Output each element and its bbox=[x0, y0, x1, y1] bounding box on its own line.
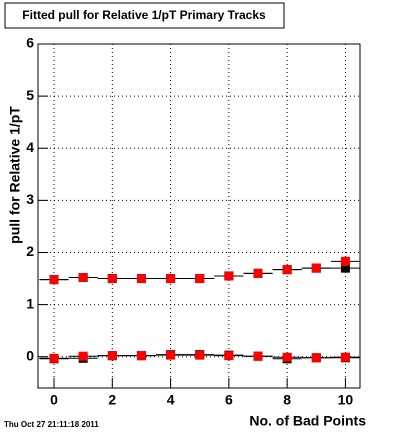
x-tick-label: 10 bbox=[338, 392, 354, 408]
marker bbox=[224, 351, 234, 361]
marker bbox=[49, 275, 59, 285]
marker bbox=[78, 273, 88, 283]
marker bbox=[253, 268, 263, 278]
marker bbox=[311, 263, 321, 273]
marker bbox=[311, 353, 321, 363]
marker bbox=[340, 256, 350, 266]
marker bbox=[136, 351, 146, 361]
marker bbox=[340, 263, 350, 273]
marker bbox=[282, 352, 292, 362]
marker bbox=[195, 350, 205, 360]
marker bbox=[282, 265, 292, 275]
x-axis-label: No. of Bad Points bbox=[249, 413, 366, 429]
y-tick-label: 4 bbox=[26, 139, 34, 155]
x-tick-label: 4 bbox=[167, 392, 175, 408]
marker bbox=[78, 351, 88, 361]
x-tick-label: 8 bbox=[283, 392, 291, 408]
x-tick-label: 2 bbox=[108, 392, 116, 408]
y-tick-label: 6 bbox=[26, 35, 34, 51]
timestamp: Thu Oct 27 21:11:18 2011 bbox=[4, 420, 99, 429]
y-tick-label: 3 bbox=[26, 191, 34, 207]
marker bbox=[166, 350, 176, 360]
marker bbox=[195, 274, 205, 284]
marker bbox=[107, 274, 117, 284]
marker bbox=[166, 274, 176, 284]
marker bbox=[136, 274, 146, 284]
y-tick-label: 1 bbox=[26, 295, 34, 311]
marker bbox=[253, 351, 263, 361]
y-tick-label: 5 bbox=[26, 87, 34, 103]
x-tick-label: 6 bbox=[225, 392, 233, 408]
title-box bbox=[4, 2, 285, 29]
marker bbox=[340, 352, 350, 362]
marker bbox=[49, 353, 59, 363]
marker bbox=[224, 271, 234, 281]
y-tick-label: 0 bbox=[26, 347, 34, 363]
chart-title: Fitted pull for Relative 1/pT Primary Tr… bbox=[22, 8, 266, 22]
x-tick-label: 0 bbox=[50, 392, 58, 408]
y-axis-label: pull for Relative 1/pT bbox=[7, 106, 23, 244]
plot-frame bbox=[37, 43, 361, 389]
marker bbox=[107, 351, 117, 361]
y-tick-label: 2 bbox=[26, 243, 34, 259]
